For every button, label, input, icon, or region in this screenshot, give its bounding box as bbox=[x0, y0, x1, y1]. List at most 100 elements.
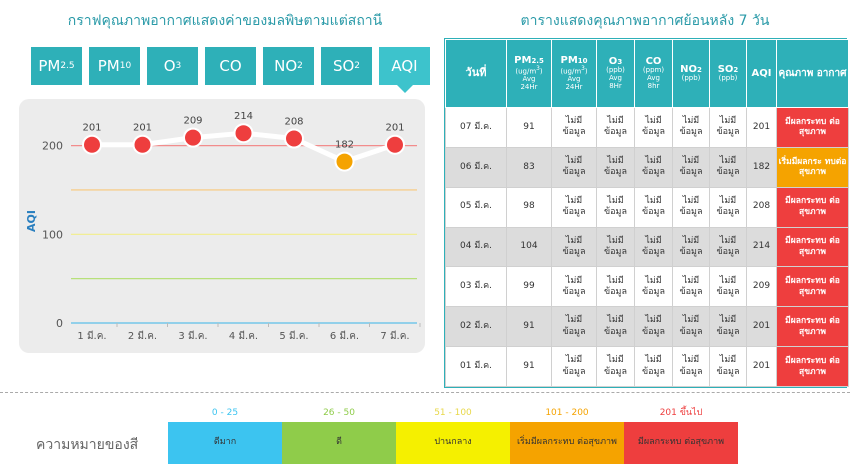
header-pm25: PM2.5 (ug/m3) Avg 24Hr bbox=[506, 39, 552, 108]
cell-pm25: 99 bbox=[506, 266, 552, 308]
header-pm10: PM10 (ug/m3) Avg 24Hr bbox=[551, 39, 597, 108]
data-point bbox=[82, 134, 102, 155]
table-section-title: ตารางแสดงคุณภาพอากาศย้อนหลัง 7 วัน bbox=[520, 13, 770, 29]
x-tick-label: 7 มี.ค. bbox=[380, 330, 409, 342]
cell-so2: ไม่มี ข้อมูล bbox=[709, 186, 747, 228]
legend-swatch: เริ่มมีผลกระทบ ต่อสุขภาพ bbox=[510, 422, 624, 464]
cell-no2: ไม่มี ข้อมูล bbox=[672, 186, 710, 228]
cell-so2: ไม่มี ข้อมูล bbox=[709, 306, 747, 348]
y-tick-label: 100 bbox=[42, 228, 63, 241]
cell-aqi: 201 bbox=[746, 346, 777, 387]
cell-no2: ไม่มี ข้อมูล bbox=[672, 266, 710, 308]
cell-o3: ไม่มี ข้อมูล bbox=[596, 146, 635, 188]
data-label: 209 bbox=[183, 116, 202, 127]
cell-so2: ไม่มี ข้อมูล bbox=[709, 266, 747, 308]
x-tick-label: 5 มี.ค. bbox=[279, 330, 308, 342]
cell-pm10: ไม่มี ข้อมูล bbox=[551, 186, 597, 228]
cell-quality: มีผลกระทบ ต่อสุขภาพ bbox=[776, 306, 849, 348]
cell-date: 04 มี.ค. bbox=[445, 226, 507, 268]
cell-date: 06 มี.ค. bbox=[445, 146, 507, 188]
x-tick-label: 1 มี.ค. bbox=[77, 330, 106, 342]
tab-no2[interactable]: NO 2 bbox=[263, 47, 314, 85]
table-row: 05 มี.ค. 98 ไม่มี ข้อมูล ไม่มี ข้อมูล ไม่มี … bbox=[445, 186, 849, 228]
table-row: 06 มี.ค. 83 ไม่มี ข้อมูล ไม่มี ข้อมูล ไม่มี … bbox=[445, 146, 849, 188]
legend-item: 201 ขึ้นไปมีผลกระทบ ต่อสุขภาพ bbox=[624, 404, 738, 464]
cell-so2: ไม่มี ข้อมูล bbox=[709, 146, 747, 188]
cell-quality: มีผลกระทบ ต่อสุขภาพ bbox=[776, 107, 849, 148]
legend-swatch: ดีมาก bbox=[168, 422, 282, 464]
cell-pm25: 91 bbox=[506, 107, 552, 148]
cell-quality: มีผลกระทบ ต่อสุขภาพ bbox=[776, 186, 849, 228]
y-axis-label: AQI bbox=[25, 210, 38, 232]
cell-so2: ไม่มี ข้อมูล bbox=[709, 346, 747, 387]
cell-date: 07 มี.ค. bbox=[445, 107, 507, 148]
cell-co: ไม่มี ข้อมูล bbox=[634, 186, 673, 228]
cell-pm25: 91 bbox=[506, 306, 552, 348]
cell-co: ไม่มี ข้อมูล bbox=[634, 266, 673, 308]
data-point bbox=[385, 134, 405, 155]
data-point bbox=[233, 123, 254, 144]
tab-pm25[interactable]: PM 2.5 bbox=[31, 47, 82, 85]
table-row: 02 มี.ค. 91 ไม่มี ข้อมูล ไม่มี ข้อมูล ไม่มี … bbox=[445, 306, 849, 348]
cell-o3: ไม่มี ข้อมูล bbox=[596, 226, 635, 268]
data-point bbox=[284, 128, 304, 149]
cell-co: ไม่มี ข้อมูล bbox=[634, 107, 673, 148]
cell-quality: มีผลกระทบ ต่อสุขภาพ bbox=[776, 266, 849, 308]
cell-aqi: 201 bbox=[746, 107, 777, 148]
header-quality: คุณภาพ อากาศ bbox=[776, 39, 849, 108]
cell-o3: ไม่มี ข้อมูล bbox=[596, 266, 635, 308]
data-point bbox=[183, 127, 203, 148]
table-row: 07 มี.ค. 91 ไม่มี ข้อมูล ไม่มี ข้อมูล ไม่มี … bbox=[445, 107, 849, 148]
data-label: 208 bbox=[284, 117, 303, 128]
legend-swatch: ดี bbox=[282, 422, 396, 464]
cell-date: 03 มี.ค. bbox=[445, 266, 507, 308]
header-aqi: AQI bbox=[746, 39, 777, 108]
cell-pm10: ไม่มี ข้อมูล bbox=[551, 146, 597, 188]
tab-aqi[interactable]: AQI bbox=[379, 47, 430, 93]
cell-o3: ไม่มี ข้อมูล bbox=[596, 346, 635, 387]
cell-aqi: 182 bbox=[746, 146, 777, 188]
table-header-row: วันที่ PM2.5 (ug/m3) Avg 24Hr PM10 (ug/m… bbox=[445, 39, 849, 108]
cell-so2: ไม่มี ข้อมูล bbox=[709, 107, 747, 148]
cell-pm10: ไม่มี ข้อมูล bbox=[551, 346, 597, 387]
pollutant-tabs: PM 2.5 PM 10 O 3 CO NO 2 SO 2 AQI bbox=[31, 47, 430, 93]
cell-pm25: 83 bbox=[506, 146, 552, 188]
tab-co[interactable]: CO bbox=[205, 47, 256, 85]
legend-item: 0 - 25 ดีมาก bbox=[168, 404, 282, 464]
cell-date: 02 มี.ค. bbox=[445, 306, 507, 348]
legend-item: 51 - 100 ปานกลาง bbox=[396, 404, 510, 464]
header-no2: NO2 (ppb) bbox=[672, 39, 710, 108]
data-label: 214 bbox=[234, 111, 253, 122]
x-tick-label: 3 มี.ค. bbox=[178, 330, 207, 342]
y-tick-label: 200 bbox=[42, 140, 63, 153]
data-point bbox=[132, 134, 153, 155]
color-legend: 0 - 25 ดีมาก 26 - 50 ดี 51 - 100 ปานกลาง 101 -… bbox=[168, 404, 738, 464]
legend-range: 201 ขึ้นไป bbox=[659, 408, 703, 418]
cell-aqi: 209 bbox=[746, 266, 777, 308]
x-tick-label: 6 มี.ค. bbox=[330, 330, 359, 342]
table-row: 03 มี.ค. 99 ไม่มี ข้อมูล ไม่มี ข้อมูล ไม่มี … bbox=[445, 266, 849, 308]
data-point bbox=[334, 151, 355, 172]
header-so2: SO2 (ppb) bbox=[709, 39, 747, 108]
cell-quality: เริ่มมีผลกระ ทบต่อสุขภาพ bbox=[776, 146, 849, 188]
data-label: 201 bbox=[82, 123, 101, 134]
cell-date: 01 มี.ค. bbox=[445, 346, 507, 387]
chart-section-title: กราฟคุณภาพอากาศแสดงค่าของมลพิษตามแต่สถาน… bbox=[67, 13, 383, 29]
table-row: 04 มี.ค. 104 ไม่มี ข้อมูล ไม่มี ข้อมูล ไม่มี… bbox=[445, 226, 849, 268]
legend-swatch: ปานกลาง bbox=[396, 422, 510, 464]
cell-o3: ไม่มี ข้อมูล bbox=[596, 107, 635, 148]
legend-item: 26 - 50 ดี bbox=[282, 404, 396, 464]
cell-quality: มีผลกระทบ ต่อสุขภาพ bbox=[776, 346, 849, 387]
cell-aqi: 214 bbox=[746, 226, 777, 268]
tab-so2[interactable]: SO 2 bbox=[321, 47, 372, 85]
aqi-chart: 0 100 200 AQI 1 มี.ค. 2 มี.ค. 3 มี.ค. 4 มี.ค. 5 … bbox=[19, 99, 425, 353]
legend-range: 26 - 50 bbox=[323, 408, 355, 418]
cell-co: ไม่มี ข้อมูล bbox=[634, 306, 673, 348]
cell-o3: ไม่มี ข้อมูล bbox=[596, 186, 635, 228]
cell-no2: ไม่มี ข้อมูล bbox=[672, 226, 710, 268]
tab-pm10[interactable]: PM 10 bbox=[89, 47, 140, 85]
legend-range: 51 - 100 bbox=[434, 408, 472, 418]
cell-aqi: 208 bbox=[746, 186, 777, 228]
legend-swatch: มีผลกระทบ ต่อสุขภาพ bbox=[624, 422, 738, 464]
